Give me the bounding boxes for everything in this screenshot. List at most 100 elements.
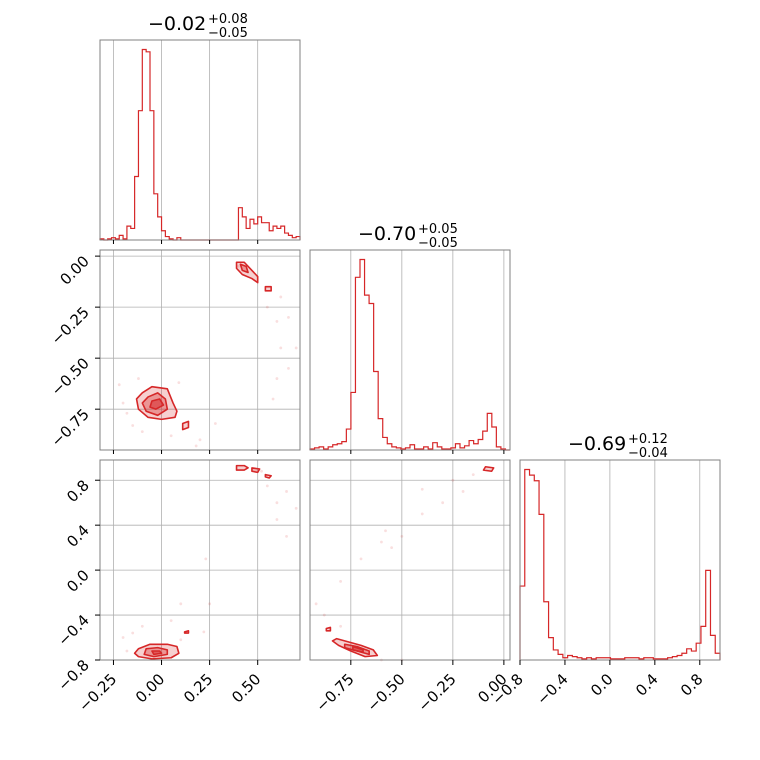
pair-1-3-sample-point-12 — [265, 484, 269, 488]
pair-1-2-sample-point-16 — [271, 397, 275, 401]
pair-1-3-mode-2-contour-1 — [183, 629, 190, 634]
grid-layer — [100, 40, 701, 661]
pair-2-3-mode-3-contour-1 — [482, 465, 495, 473]
cell-3-3-xtick-label-1: −0.4 — [533, 670, 571, 708]
pair-1-2-sample-point-0 — [117, 383, 121, 387]
pair-2-3-sample-point-12 — [380, 540, 383, 544]
cell-3-3-frame — [519, 459, 721, 661]
tick-layer: −0.75−0.50−0.250.00−0.25 0.00 0.25 0.50−0.8… — [48, 240, 707, 715]
cell-3-3-xtick-label-4: 0.8 — [677, 670, 707, 700]
pair-2-3-sample-point-5 — [461, 490, 465, 493]
pair-1-3-sample-point-7 — [125, 649, 129, 653]
cell-3-2-xtick-label-2: −0.25 — [414, 670, 459, 715]
pair-1-3-mode-3-contour-2 — [251, 467, 261, 474]
cell-3-1-xtick-label-3: 0.50 — [228, 670, 264, 706]
pair-2-3-sample-point-6 — [441, 501, 445, 505]
pair-1-3-sample-point-2 — [169, 619, 173, 623]
pair-1-2-mode-3-contour-2 — [239, 263, 249, 274]
pair-1-2-sample-point-7 — [194, 444, 198, 448]
pair-1-2-sample-point-13 — [279, 346, 283, 350]
pair-2-3-sample-point-11 — [339, 579, 343, 583]
histogram-param-1 — [99, 48, 301, 241]
pair-2-3-sample-point-16 — [420, 487, 424, 491]
pair-1-3-sample-point-3 — [179, 602, 183, 606]
pair-1-3-sample-point-10 — [294, 506, 298, 510]
cell-3-3-xtick-label-2: 0.0 — [587, 670, 617, 700]
title-param-3-median: −0.69 — [568, 433, 626, 455]
cell-2-1-ytick-label-3: 0.00 — [56, 252, 92, 288]
pair-1-2-sample-point-15 — [294, 346, 298, 350]
pair-1-3-sample-point-9 — [285, 490, 288, 493]
pair-2-3-sample-point-8 — [400, 535, 404, 538]
cell-3-1-frame — [99, 459, 301, 661]
pair-1-2-sample-point-14 — [287, 366, 290, 370]
pair-1-2-sample-point-1 — [125, 411, 129, 415]
cell-2-1-ytick-label-2: −0.25 — [48, 303, 93, 348]
pair-2-3-sample-point-2 — [339, 624, 343, 628]
pair-1-3-sample-point-14 — [285, 535, 288, 538]
cell-2-2-frame — [309, 249, 511, 451]
pair-1-3-sample-point-11 — [275, 518, 279, 521]
pair-2-3-mode-1-contour-3 — [352, 645, 364, 653]
pair-1-3-sample-point-8 — [275, 501, 279, 505]
pair-1-2-sample-point-8 — [177, 381, 181, 385]
cell-2-1-ytick-label-0: −0.75 — [48, 405, 93, 450]
pair-1-2-sample-point-18 — [275, 377, 279, 380]
pair-1-2-mode-1-contour-3 — [149, 398, 165, 410]
cell-3-2-frame — [309, 459, 511, 661]
pair-1-3-sample-point-0 — [121, 636, 125, 639]
pair-1-2-mode-2-contour-1 — [181, 420, 190, 431]
pair-1-2-sample-point-4 — [140, 430, 144, 434]
cell-3-1-ytick-label-1: −0.4 — [54, 611, 92, 649]
pair-1-2-sample-point-6 — [198, 438, 202, 442]
cell-3-1-ytick-label-3: 0.4 — [63, 521, 93, 551]
title-param-2-plus: +0.05 — [418, 222, 458, 237]
pair-1-2-sample-point-9 — [137, 377, 140, 380]
cell-3-2-xtick-label-1: −0.50 — [363, 670, 408, 715]
pair-1-3-sample-point-6 — [208, 602, 212, 606]
title-param-1-minus: −0.05 — [208, 26, 248, 41]
cell-3-1-xtick-label-1: 0.00 — [132, 670, 168, 706]
pair-1-3-sample-point-4 — [202, 630, 206, 634]
pair-1-2-sample-point-19 — [237, 264, 240, 268]
pair-1-3-mode-3-contour-1 — [235, 464, 249, 471]
pair-2-3-sample-point-10 — [359, 557, 363, 561]
pair-2-3-sample-point-0 — [314, 602, 318, 606]
pair-2-3-sample-point-13 — [471, 473, 475, 477]
pair-1-3-mode-1-contour-3 — [151, 650, 163, 656]
cell-3-1-ytick-label-4: 0.8 — [63, 476, 93, 506]
title-param-1-plus: +0.08 — [208, 12, 248, 27]
histogram-param-3 — [519, 468, 721, 660]
pair-1-2-sample-point-12 — [275, 320, 279, 323]
title-param-2-minus: −0.05 — [418, 236, 458, 251]
pair-2-3-mode-2-contour-1 — [325, 626, 332, 632]
pair-1-2-sample-point-17 — [287, 315, 290, 319]
pair-1-2-sample-point-20 — [279, 295, 283, 299]
pair-2-3-sample-point-15 — [384, 529, 387, 533]
cell-3-1-ytick-label-2: 0.0 — [63, 566, 93, 596]
pair-1-3-sample-point-16 — [131, 631, 135, 635]
title-param-3-minus: −0.04 — [628, 446, 668, 461]
title-param-3-plus: +0.12 — [628, 432, 668, 447]
pair-1-3-sample-point-5 — [204, 557, 208, 561]
frame-layer — [99, 39, 721, 661]
histogram-param-2 — [309, 258, 510, 451]
pair-1-2-sample-point-11 — [265, 305, 269, 309]
cell-1-1-frame — [99, 39, 301, 241]
cell-2-1-frame — [99, 249, 301, 451]
cell-3-3-xtick-label-3: 0.4 — [632, 670, 662, 700]
cell-3-1-xtick-label-2: 0.25 — [180, 670, 216, 706]
pair-1-2-sample-point-3 — [131, 424, 135, 427]
pair-2-3-sample-point-1 — [322, 613, 326, 617]
pair-1-2-sample-point-5 — [169, 434, 173, 438]
pair-2-3-sample-point-9 — [390, 546, 394, 550]
pair-1-2-sample-point-10 — [213, 422, 217, 425]
pair-1-3-sample-point-13 — [260, 469, 263, 473]
pair-1-2-mode-4-contour-1 — [264, 285, 272, 292]
title-param-1-median: −0.02 — [148, 13, 206, 35]
cell-3-1-ytick-label-0: −0.8 — [54, 656, 92, 694]
pair-1-2-sample-point-2 — [121, 401, 125, 405]
pair-1-3-sample-point-15 — [179, 638, 183, 642]
pair-2-3-sample-point-14 — [451, 478, 455, 482]
